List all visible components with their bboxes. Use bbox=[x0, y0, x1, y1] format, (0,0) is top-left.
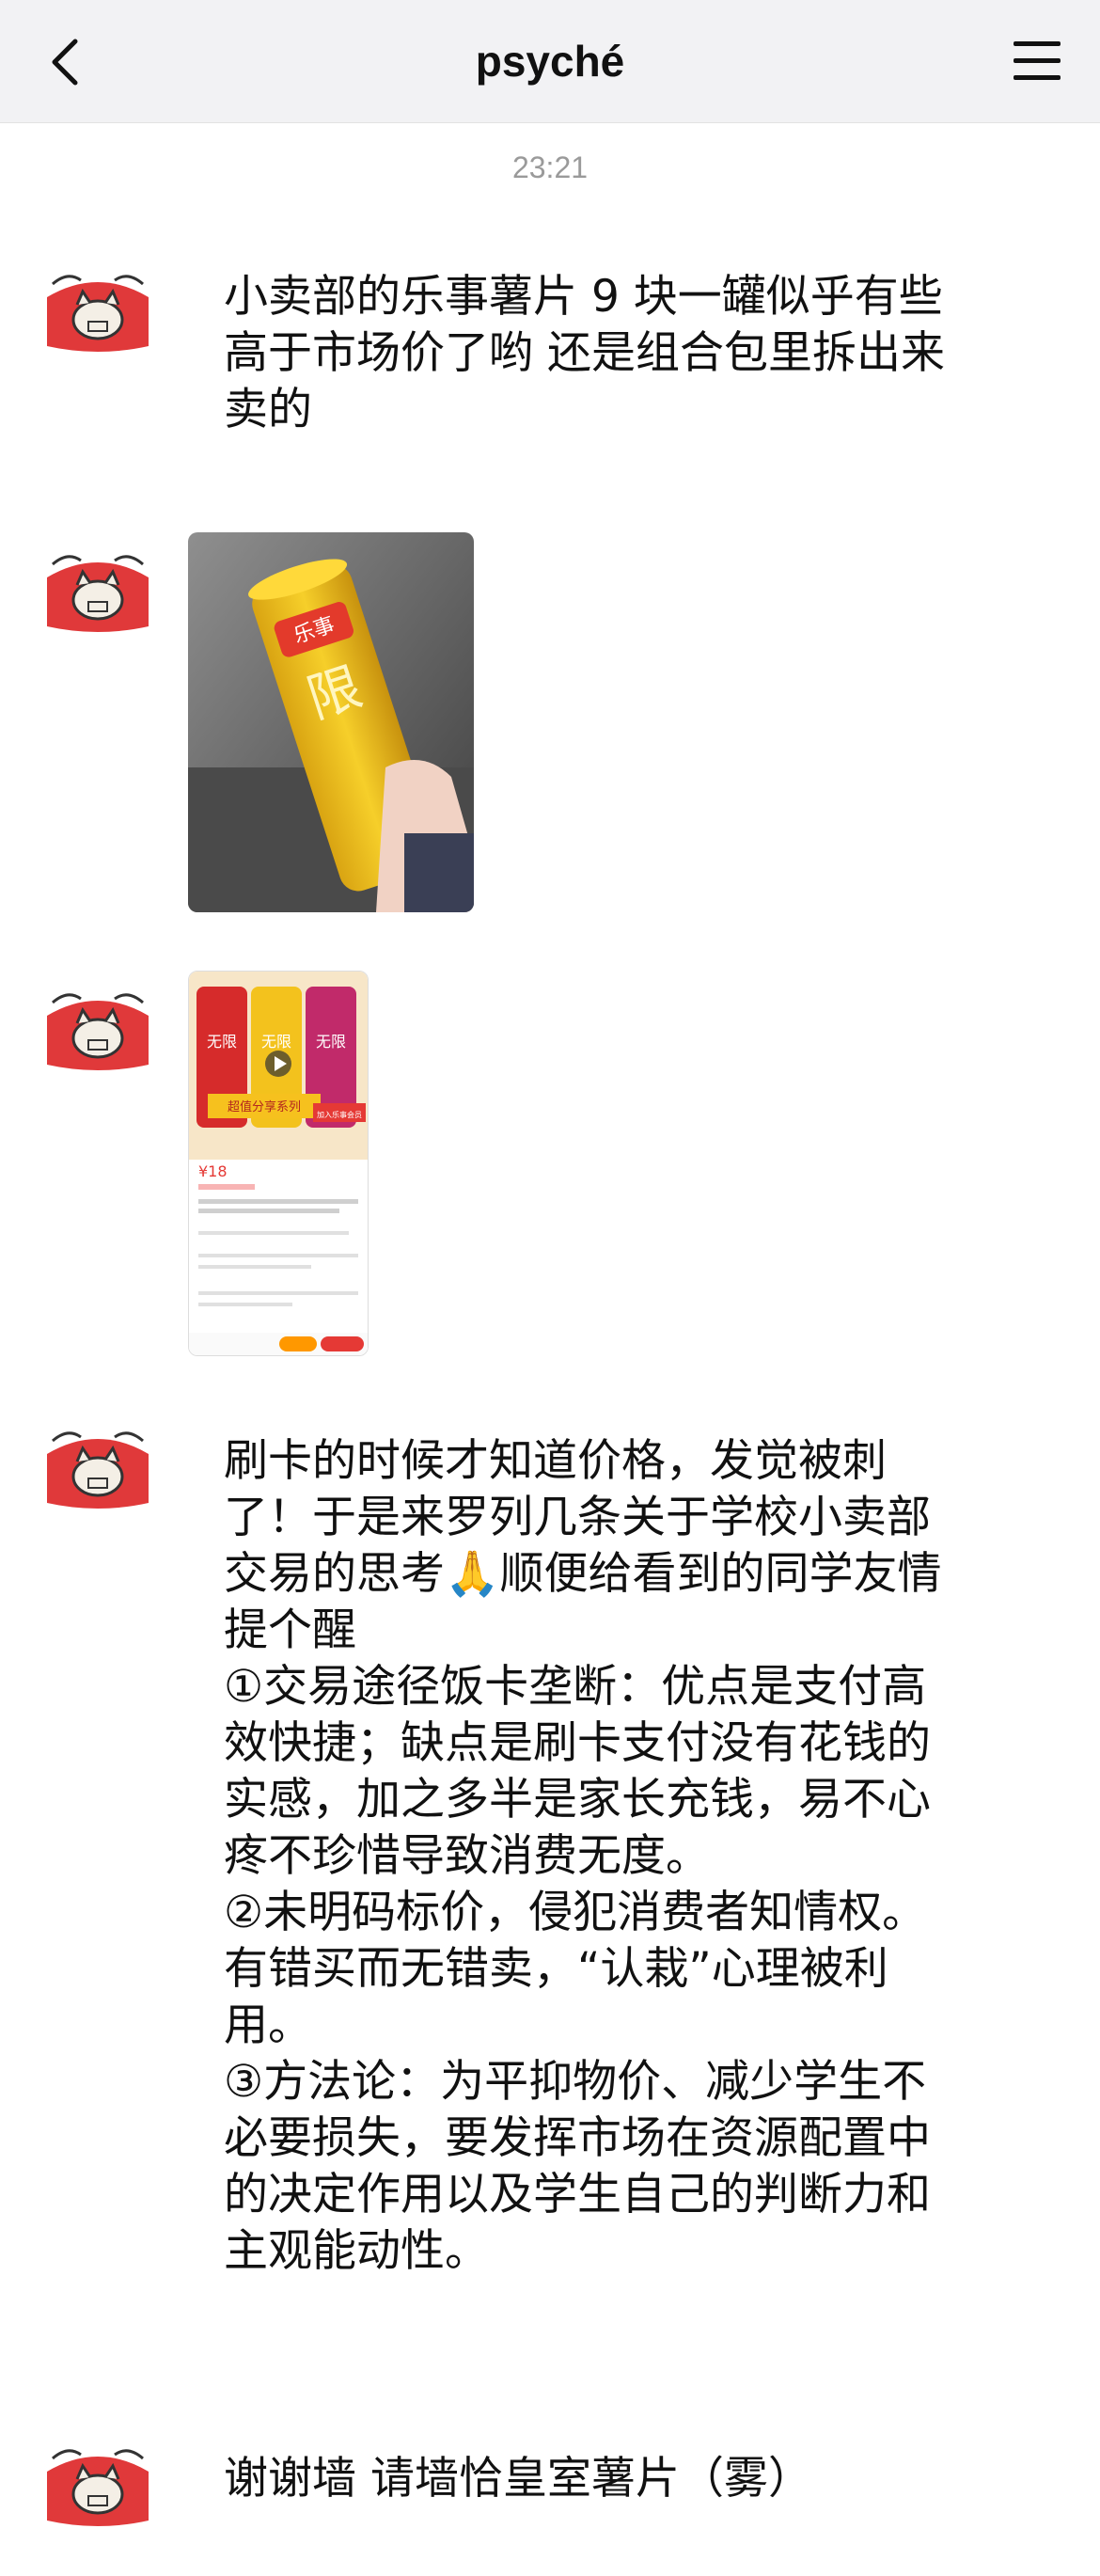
top-bar: psyché bbox=[0, 0, 1100, 123]
avatar[interactable] bbox=[39, 523, 156, 640]
hamburger-menu-icon[interactable] bbox=[1010, 36, 1064, 87]
avatar[interactable] bbox=[39, 961, 156, 1078]
banner-text: 超值分享系列 bbox=[228, 1099, 301, 1114]
cat-avatar-icon bbox=[39, 243, 156, 359]
product-label: 无限 bbox=[207, 1033, 237, 1051]
price-label: ¥18 bbox=[198, 1162, 228, 1180]
cat-avatar-icon bbox=[39, 2417, 156, 2534]
message-text: 小卖部的乐事薯片 9 块一罐似乎有些高于市场价了哟 还是组合包里拆出来卖的 bbox=[224, 271, 945, 435]
avatar[interactable] bbox=[39, 2417, 156, 2534]
chat-title: psyché bbox=[475, 37, 625, 86]
message-text: 谢谢墙 请墙恰皇室薯片（雾） bbox=[224, 2453, 812, 2505]
message-text: 刷卡的时候才知道价格，发觉被刺了！于是来罗列几条关于学校小卖部交易的思考🙏顺便给… bbox=[224, 1435, 942, 2277]
cat-avatar-icon bbox=[39, 1399, 156, 1516]
lays-can-photo[interactable]: 乐事 限 bbox=[188, 532, 474, 912]
product-label: 无限 bbox=[261, 1033, 291, 1051]
chevron-left-icon[interactable] bbox=[39, 34, 96, 90]
avatar[interactable] bbox=[39, 1399, 156, 1516]
cat-avatar-icon bbox=[39, 961, 156, 1078]
avatar[interactable] bbox=[39, 243, 156, 359]
timestamp: 23:21 bbox=[511, 150, 589, 184]
app-screenshot-image[interactable]: 无限 无限 无限 超值分享系列 加入乐事会员 ¥18 bbox=[188, 971, 369, 1356]
cat-avatar-icon bbox=[39, 523, 156, 640]
product-label: 无限 bbox=[316, 1033, 346, 1051]
member-label: 加入乐事会员 bbox=[317, 1110, 362, 1119]
